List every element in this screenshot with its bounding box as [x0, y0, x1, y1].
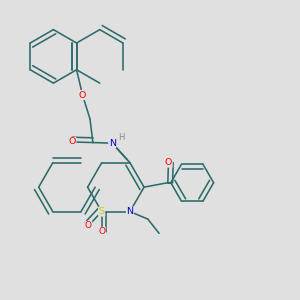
- Text: O: O: [68, 137, 76, 146]
- Text: O: O: [79, 91, 86, 100]
- Text: O: O: [98, 227, 105, 236]
- Text: N: N: [109, 139, 116, 148]
- Text: N: N: [126, 207, 134, 216]
- Text: O: O: [165, 158, 172, 167]
- Text: O: O: [85, 221, 92, 230]
- Text: S: S: [99, 207, 105, 216]
- Text: H: H: [118, 133, 124, 142]
